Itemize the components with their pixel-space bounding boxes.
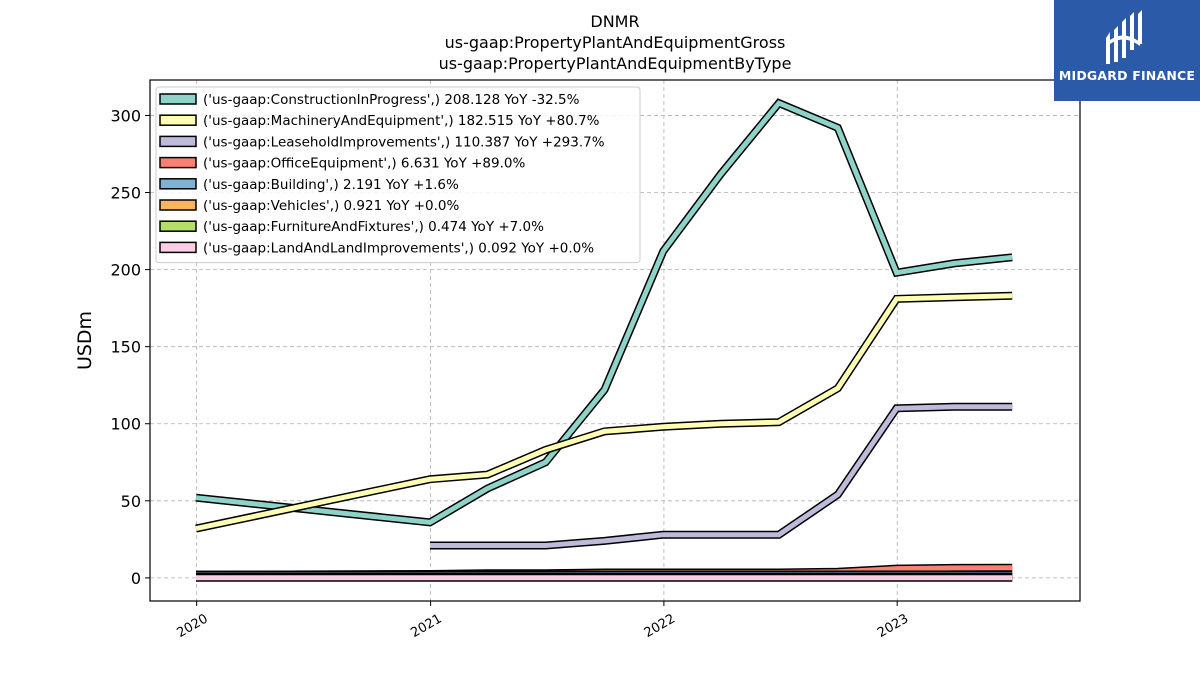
y-tick-label: 50 xyxy=(121,492,141,511)
legend-label: ('us-gaap:FurnitureAndFixtures',) 0.474 … xyxy=(203,219,544,235)
legend-label: ('us-gaap:ConstructionInProgress',) 208.… xyxy=(203,92,580,108)
legend-label: ('us-gaap:Building',) 2.191 YoY +1.6% xyxy=(203,177,459,193)
logo-mark-icon xyxy=(1106,10,1142,64)
chart-title-line-2: us-gaap:PropertyPlantAndEquipmentGross xyxy=(445,33,786,52)
y-tick-label: 150 xyxy=(110,338,141,357)
chart-title-line-3: us-gaap:PropertyPlantAndEquipmentByType xyxy=(439,54,792,73)
legend-swatch xyxy=(159,220,197,232)
legend: ('us-gaap:ConstructionInProgress',) 208.… xyxy=(155,86,641,264)
y-tick-label: 100 xyxy=(110,415,141,434)
series-line-1 xyxy=(195,100,1013,525)
series-line-3 xyxy=(430,404,1013,548)
midgard-finance-logo: MIDGARD FINANCE xyxy=(1054,0,1200,101)
y-tick-label: 200 xyxy=(110,261,141,280)
y-tick-label: 250 xyxy=(110,184,141,203)
legend-label: ('us-gaap:MachineryAndEquipment',) 182.5… xyxy=(203,113,600,129)
legend-swatch xyxy=(159,135,197,148)
y-tick-label: 300 xyxy=(110,106,141,125)
y-tick-label: 0 xyxy=(131,569,141,588)
legend-swatch xyxy=(159,199,197,211)
plot-frame xyxy=(149,79,1081,602)
legend-swatch xyxy=(159,156,197,169)
legend-label: ('us-gaap:LandAndLandImprovements',) 0.0… xyxy=(203,240,594,256)
x-tick-label: 2023 xyxy=(875,611,911,641)
x-tick-label: 2021 xyxy=(408,611,444,641)
chart-title-line-1: DNMR xyxy=(590,12,639,31)
legend-swatch xyxy=(159,114,197,126)
series xyxy=(195,98,1013,582)
legend-label: ('us-gaap:Vehicles',) 0.921 YoY +0.0% xyxy=(203,198,460,214)
legend-swatch xyxy=(159,241,197,254)
x-tick-label: 2022 xyxy=(642,611,678,641)
legend-label: ('us-gaap:LeaseholdImprovements',) 110.3… xyxy=(203,134,605,150)
legend-label: ('us-gaap:OfficeEquipment',) 6.631 YoY +… xyxy=(203,156,525,172)
chart-title: DNMR us-gaap:PropertyPlantAndEquipmentGro… xyxy=(439,12,792,73)
series-line-2 xyxy=(195,293,1013,532)
legend-swatch xyxy=(159,178,197,190)
legend-box xyxy=(155,86,641,264)
y-axis-label: USDm xyxy=(74,311,96,370)
legend-swatch xyxy=(159,93,197,105)
x-tick-label: 2020 xyxy=(174,611,210,641)
logo-text: MIDGARD FINANCE xyxy=(1058,68,1196,83)
